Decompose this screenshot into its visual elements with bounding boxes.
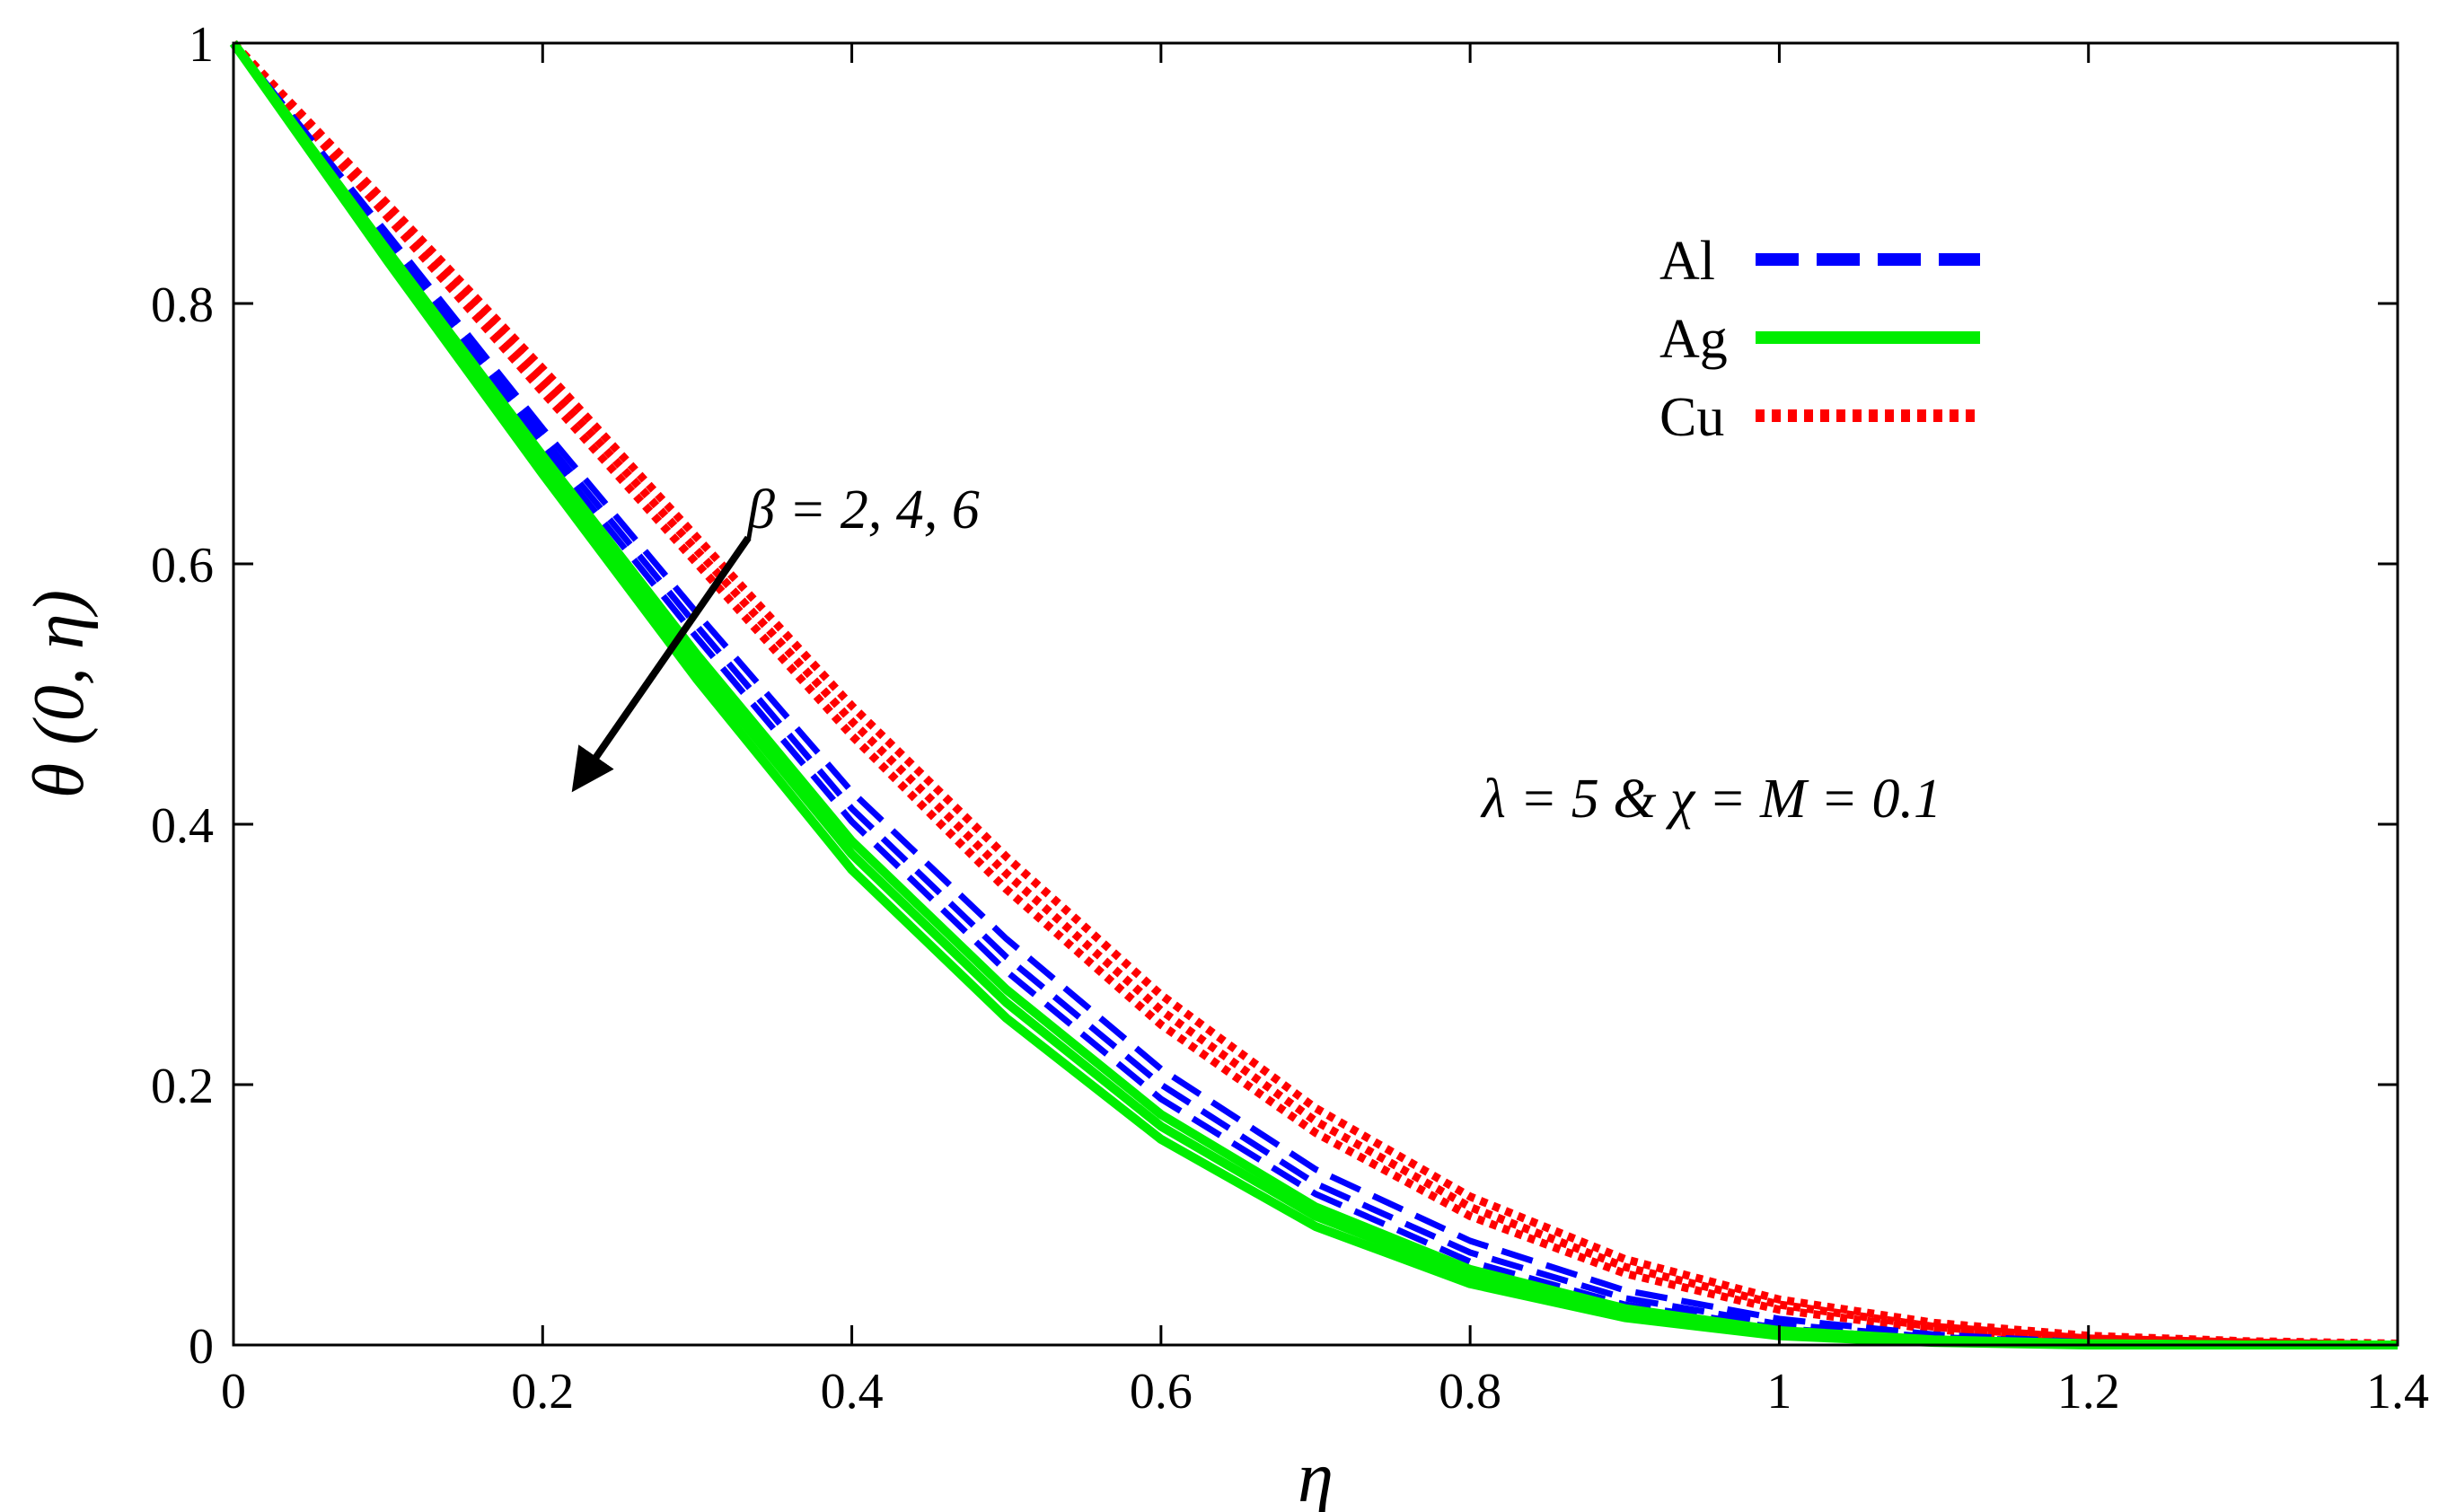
x-tick-label: 0.8 (1439, 1364, 1501, 1420)
series-line-ag-beta-2 (229, 40, 2398, 1349)
series-line-al-beta-2 (231, 40, 2399, 1349)
y-tick-label: 1 (189, 17, 214, 73)
y-tick-label: 0.4 (151, 798, 214, 854)
x-tick-label: 1 (1766, 1364, 1791, 1420)
legend-label-cu: Cu (1659, 387, 1724, 448)
beta-arrow (571, 535, 752, 793)
x-tick-label: 0.6 (1130, 1364, 1193, 1420)
tick-labels: 0 0.2 0.4 0.6 0.8 1 1.2 1.4 0 0.2 0.4 0.6 0.8 1 (151, 17, 2429, 1420)
y-tick-label: 0.6 (151, 538, 214, 593)
ticks-layer (232, 41, 2399, 1347)
plot-frame (232, 41, 2399, 1347)
legend: Al Ag Cu (1659, 231, 1980, 448)
series-line-cu-beta-4 (230, 40, 2399, 1349)
x-axis-label: η (1298, 1438, 1334, 1512)
series-layer (229, 40, 2399, 1349)
x-tick-label: 1.4 (2366, 1364, 2429, 1420)
series-line-cu-beta-6 (230, 40, 2399, 1349)
beta-annotation: β = 2, 4, 6 (746, 479, 980, 541)
params-annotation: λ = 5 & χ = M = 0.1 (1480, 769, 1941, 830)
y-tick-label: 0 (189, 1319, 214, 1375)
y-axis-label: θ (0, η) (20, 590, 99, 798)
series-line-cu-beta-2 (230, 40, 2399, 1348)
legend-label-ag: Ag (1659, 309, 1728, 370)
series-line-ag-beta-6 (229, 40, 2398, 1349)
y-tick-label: 0.8 (151, 277, 214, 333)
x-tick-label: 0 (221, 1364, 246, 1420)
series-line-al-beta-6 (231, 40, 2398, 1349)
plot-area (229, 40, 2399, 1349)
y-tick-label: 0.2 (151, 1059, 214, 1114)
x-tick-label: 0.2 (511, 1364, 574, 1420)
x-tick-label: 0.4 (821, 1364, 884, 1420)
legend-label-al: Al (1659, 231, 1715, 292)
x-tick-label: 1.2 (2057, 1364, 2120, 1420)
series-line-ag-beta-4 (229, 40, 2398, 1349)
series-line-al-beta-4 (231, 40, 2398, 1349)
